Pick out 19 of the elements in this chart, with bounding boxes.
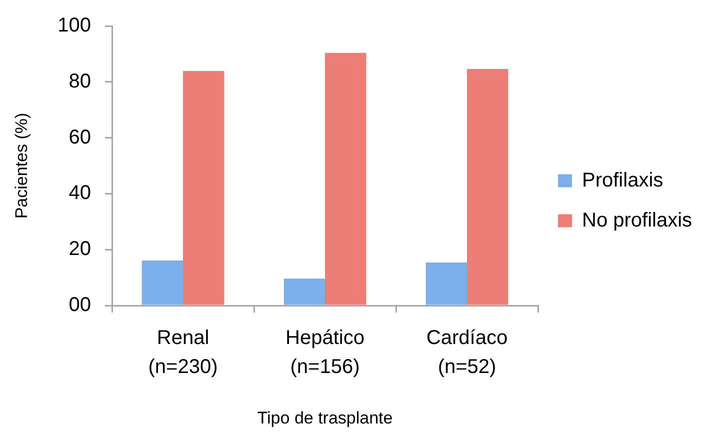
bar — [426, 262, 467, 305]
bar — [284, 278, 325, 305]
bar — [183, 71, 224, 305]
x-tick-label: Hepático (n=156) — [286, 327, 364, 378]
y-tick-label: 40 — [68, 182, 91, 204]
y-tick-label: 20 — [68, 238, 91, 260]
x-tick-label: Cardíaco (n=52) — [426, 327, 508, 378]
legend-label: Profilaxis — [582, 169, 664, 192]
bar — [325, 52, 366, 305]
y-tick-label: 100 — [58, 14, 91, 37]
bar — [467, 69, 508, 305]
bar — [142, 260, 183, 305]
x-axis-title: Tipo de trasplante — [257, 408, 393, 428]
y-tick-label: 60 — [68, 126, 91, 148]
y-tick-label: 80 — [68, 70, 91, 92]
legend-label: No profilaxis — [582, 209, 692, 232]
y-axis-title: Pacientes (%) — [12, 112, 31, 219]
y-tick-label: 00 — [68, 294, 91, 316]
x-tick-label: Renal (n=230) — [148, 327, 218, 378]
